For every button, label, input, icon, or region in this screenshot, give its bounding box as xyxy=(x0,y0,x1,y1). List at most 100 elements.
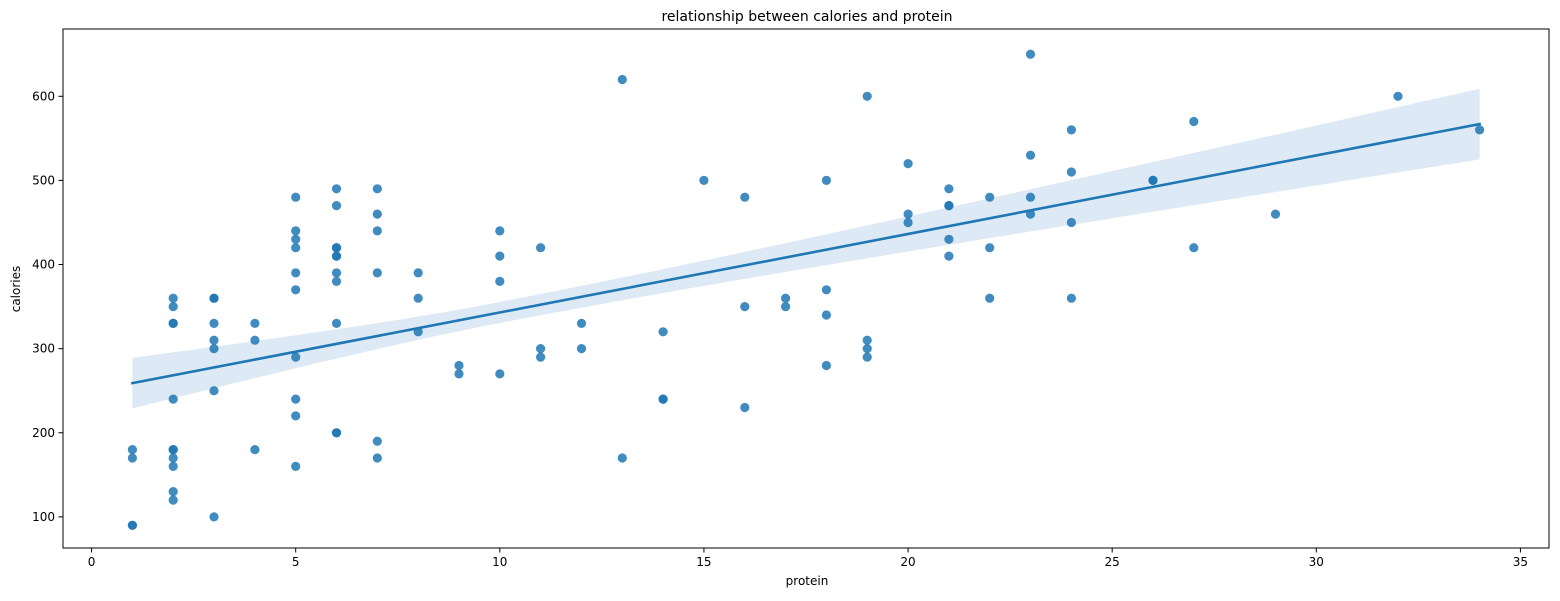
data-point xyxy=(985,192,995,202)
data-point xyxy=(1066,125,1076,135)
y-tick-label: 400 xyxy=(32,258,55,272)
data-point xyxy=(1025,192,1036,202)
points-layer xyxy=(127,49,1485,530)
data-point xyxy=(903,159,913,169)
data-point xyxy=(168,394,178,404)
data-point xyxy=(250,318,260,328)
data-point xyxy=(495,276,505,286)
data-point xyxy=(372,268,382,278)
data-point xyxy=(985,243,995,253)
data-point xyxy=(862,335,872,345)
data-point xyxy=(536,352,546,362)
data-point xyxy=(1025,49,1036,59)
x-tick-label: 0 xyxy=(88,555,96,569)
data-point xyxy=(1066,293,1076,303)
data-point xyxy=(331,276,342,286)
data-point xyxy=(168,461,178,471)
y-tick-label: 500 xyxy=(32,173,55,187)
data-point xyxy=(903,217,913,228)
data-point xyxy=(291,226,301,236)
x-tick-label: 35 xyxy=(1513,555,1528,569)
chart-title: relationship between calories and protei… xyxy=(661,9,952,25)
data-point xyxy=(168,293,178,303)
data-point xyxy=(413,293,423,303)
y-axis-label: calories xyxy=(9,266,23,313)
y-tick-label: 600 xyxy=(32,89,55,103)
x-tick-label: 20 xyxy=(900,555,915,569)
data-point xyxy=(1189,243,1199,253)
x-tick-label: 30 xyxy=(1309,555,1324,569)
data-point xyxy=(576,318,587,328)
data-point xyxy=(291,234,301,244)
data-point xyxy=(1270,209,1281,219)
regression-line xyxy=(130,122,1482,385)
x-tick-label: 25 xyxy=(1105,555,1120,569)
data-point xyxy=(331,201,342,211)
data-point xyxy=(209,512,219,522)
data-point xyxy=(821,310,832,320)
x-tick-label: 15 xyxy=(696,555,711,569)
confidence-band xyxy=(132,88,1480,409)
data-point xyxy=(413,268,423,278)
x-tick-label: 10 xyxy=(492,555,507,569)
x-tick-label: 5 xyxy=(292,555,300,569)
data-point xyxy=(576,344,587,354)
data-point xyxy=(372,226,382,236)
data-point xyxy=(821,285,832,295)
y-tick-label: 300 xyxy=(32,342,55,356)
data-point xyxy=(781,302,791,312)
data-point xyxy=(617,74,627,85)
data-point xyxy=(944,184,954,194)
data-point xyxy=(168,318,178,328)
data-point xyxy=(209,344,219,354)
data-point xyxy=(740,192,750,202)
data-point xyxy=(821,360,832,371)
data-point xyxy=(454,360,464,371)
data-point xyxy=(168,487,178,497)
data-point xyxy=(1066,167,1076,177)
confidence-band-layer xyxy=(132,88,1480,409)
data-point xyxy=(781,293,791,303)
data-point xyxy=(291,411,301,421)
data-point xyxy=(862,352,872,362)
data-point xyxy=(821,175,832,185)
data-point xyxy=(740,302,750,312)
plot-frame xyxy=(62,28,1550,549)
data-point xyxy=(168,302,178,312)
data-point xyxy=(495,251,505,261)
x-axis-label: protein xyxy=(786,574,829,588)
data-point xyxy=(1393,91,1403,101)
data-point xyxy=(454,369,464,379)
data-point xyxy=(250,335,260,345)
y-tick-label: 100 xyxy=(32,510,55,524)
data-point xyxy=(331,184,342,194)
data-point xyxy=(372,184,382,194)
data-point xyxy=(331,268,342,278)
data-point xyxy=(903,209,913,219)
data-point xyxy=(291,243,301,253)
data-point xyxy=(209,335,219,345)
y-axis-ticks: 100 200 300 400 500 600 xyxy=(32,89,63,524)
data-point xyxy=(331,428,342,438)
data-point xyxy=(291,268,301,278)
data-point xyxy=(209,318,219,328)
data-point xyxy=(331,251,342,261)
data-point xyxy=(209,386,219,396)
data-point xyxy=(862,91,872,101)
data-point xyxy=(862,344,872,354)
data-point xyxy=(536,243,546,253)
data-point xyxy=(617,453,627,463)
data-point xyxy=(944,234,954,244)
data-point xyxy=(291,285,301,295)
data-point xyxy=(168,445,178,455)
regression-line-layer xyxy=(130,122,1482,385)
data-point xyxy=(372,453,382,463)
x-axis-ticks: 0 5 10 15 20 25 30 35 xyxy=(88,548,1528,569)
data-point xyxy=(1148,175,1158,185)
data-point xyxy=(1475,125,1485,135)
data-point xyxy=(331,318,342,328)
data-point xyxy=(944,251,954,261)
data-point xyxy=(127,520,137,530)
